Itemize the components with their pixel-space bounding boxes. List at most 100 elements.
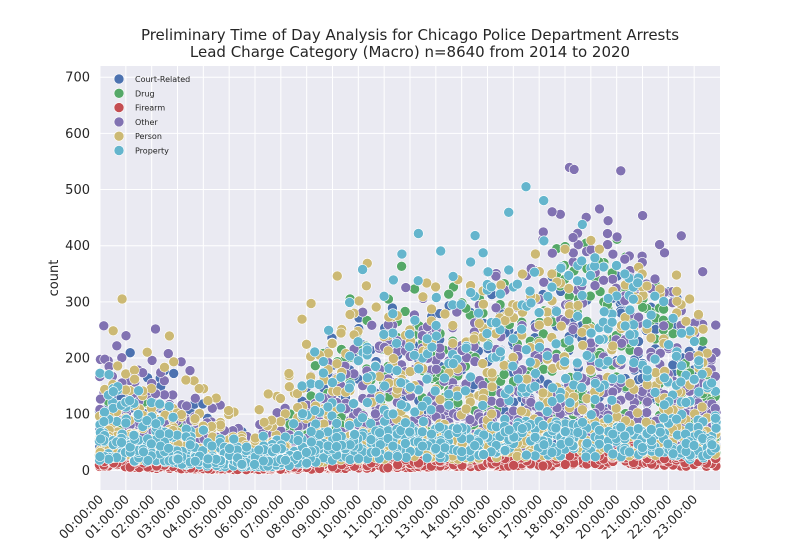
data-point: [163, 348, 174, 359]
data-point: [283, 368, 295, 379]
data-point: [675, 230, 687, 242]
data-point: [305, 298, 317, 309]
data-point: [129, 364, 140, 376]
data-point: [361, 280, 372, 292]
data-point: [184, 365, 196, 376]
data-point: [568, 164, 580, 175]
data-point: [357, 306, 369, 318]
data-point: [559, 243, 571, 255]
data-point: [164, 330, 175, 342]
data-point: [296, 313, 308, 325]
data-point: [517, 268, 528, 280]
data-point: [107, 325, 119, 337]
data-point: [538, 276, 550, 288]
data-point: [507, 352, 519, 363]
data-point: [546, 206, 558, 218]
data-point: [680, 315, 692, 327]
data-point: [594, 203, 605, 215]
data-point: [275, 416, 287, 428]
data-point: [567, 232, 579, 243]
data-point: [577, 339, 589, 351]
data-point: [611, 231, 623, 243]
data-point: [301, 338, 312, 350]
data-point: [697, 323, 709, 335]
data-point: [616, 337, 627, 349]
data-point: [447, 320, 459, 331]
data-point: [585, 235, 597, 246]
data-point: [331, 270, 343, 282]
data-point: [159, 361, 170, 373]
data-point: [530, 248, 541, 260]
data-point: [486, 408, 498, 420]
data-point: [215, 419, 226, 431]
data-point: [447, 337, 459, 349]
data-point: [607, 273, 619, 285]
data-point: [477, 358, 489, 369]
data-point: [141, 346, 153, 358]
data-point: [658, 320, 670, 332]
data-point: [331, 358, 343, 370]
data-point: [537, 387, 549, 399]
data-point: [98, 320, 110, 332]
data-point: [283, 381, 295, 393]
data-point: [430, 363, 442, 375]
data-point: [615, 165, 627, 177]
data-point: [607, 248, 619, 260]
data-point: [641, 407, 653, 418]
data-point: [181, 400, 192, 412]
data-point: [366, 319, 378, 331]
data-point: [495, 279, 507, 291]
data-point: [537, 460, 549, 472]
data-point: [546, 247, 558, 259]
data-point: [189, 413, 201, 425]
data-point: [637, 210, 648, 221]
data-point: [572, 239, 584, 250]
data-point: [262, 388, 274, 400]
data-point: [344, 309, 356, 320]
data-point: [697, 266, 709, 278]
data-point: [637, 301, 648, 313]
data-point: [396, 260, 407, 272]
data-point: [112, 360, 123, 372]
data-point: [486, 381, 498, 393]
data-point: [129, 373, 140, 385]
data-point: [168, 368, 179, 379]
data-point: [576, 326, 588, 338]
data-point: [494, 397, 506, 408]
data-point: [116, 293, 128, 305]
data-point: [150, 323, 161, 335]
data-point: [124, 347, 136, 359]
data-point: [159, 389, 170, 401]
data-point: [275, 393, 286, 404]
data-point: [516, 405, 527, 417]
data-point: [370, 408, 381, 420]
data-point: [684, 351, 695, 362]
data-point: [498, 369, 510, 380]
data-point: [335, 327, 347, 339]
data-point: [671, 285, 683, 297]
data-point: [555, 320, 567, 332]
data-point: [577, 404, 588, 416]
data-point: [180, 374, 192, 386]
data-point: [168, 356, 179, 368]
data-point: [478, 298, 489, 310]
data-point: [439, 308, 451, 320]
data-point: [460, 403, 472, 415]
data-point: [353, 295, 365, 307]
data-point: [598, 274, 609, 286]
data-point: [572, 300, 584, 311]
data-point: [619, 253, 631, 265]
data-point: [443, 288, 455, 300]
data-point: [223, 405, 234, 416]
data-point: [585, 364, 596, 376]
data-point: [537, 226, 549, 238]
data-point: [632, 346, 644, 357]
data-point: [508, 459, 519, 471]
data-point: [602, 228, 613, 239]
data-point: [417, 291, 429, 303]
data-point: [567, 324, 579, 335]
data-point: [654, 239, 665, 250]
data-point: [258, 416, 270, 428]
data-point: [693, 309, 704, 320]
